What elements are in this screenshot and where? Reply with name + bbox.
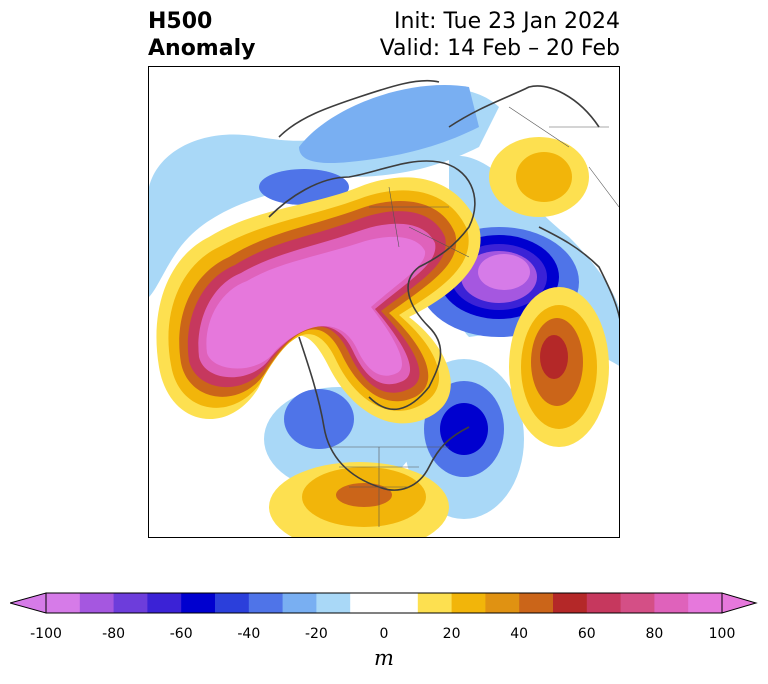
positive-anomaly: [156, 137, 609, 537]
colorbar-tick-label: -80: [102, 626, 126, 642]
colorbar-segment: [79, 593, 115, 613]
title-line-1: H500: [148, 9, 213, 34]
colorbar-tick-label: -60: [169, 626, 193, 642]
colorbar-segment: [553, 593, 588, 613]
colorbar-segment: [147, 593, 182, 613]
coastlines: [268, 79, 619, 491]
colorbar-segment: [654, 593, 689, 613]
colorbar-segment: [586, 593, 622, 613]
colorbar-segment: [485, 593, 520, 613]
init-date: Init: Tue 23 Jan 2024: [393, 9, 620, 34]
colorbar-segment: [181, 593, 216, 613]
colorbar-tick-label: 100: [708, 626, 736, 642]
map-canvas: [149, 79, 619, 537]
colorbar-segment: [113, 593, 148, 613]
colorbar-tick-label: 40: [510, 626, 529, 642]
colorbar-tick-label: -20: [304, 626, 328, 642]
anomaly-map: [148, 66, 620, 538]
colorbar-segment: [688, 593, 723, 613]
colorbar-segment: [282, 593, 317, 613]
colorbar-segment: [350, 593, 385, 613]
colorbar-segment: [248, 593, 284, 613]
map-dates: Init: Tue 23 Jan 2024 Valid: 14 Feb – 20…: [380, 8, 620, 62]
colorbar-tick-label: -100: [30, 626, 62, 642]
colorbar-tick-label: -40: [237, 626, 261, 642]
colorbar-segment: [620, 593, 655, 613]
colorbar-tick-label: 0: [379, 626, 389, 642]
colorbar-unit: m: [374, 646, 394, 670]
colorbar-segment: [417, 593, 453, 613]
valid-date: Valid: 14 Feb – 20 Feb: [379, 36, 620, 61]
colorbar-segment: [519, 593, 554, 613]
colorbar-min-arrow: [10, 592, 47, 614]
country-borders: [329, 106, 619, 527]
colorbar-tick-label: 60: [577, 626, 596, 642]
colorbar: [10, 592, 758, 614]
colorbar-segment: [46, 593, 81, 613]
colorbar-segment: [451, 593, 486, 613]
colorbar-segment: [384, 593, 419, 613]
colorbar-max-arrow: [721, 592, 758, 614]
colorbar-segment: [316, 593, 351, 613]
map-title: H500 Anomaly: [148, 8, 255, 62]
colorbar-tick-label: 80: [645, 626, 664, 642]
title-line-2: Anomaly: [148, 36, 256, 61]
colorbar-tick-label: 20: [442, 626, 461, 642]
colorbar-segment: [215, 593, 250, 613]
